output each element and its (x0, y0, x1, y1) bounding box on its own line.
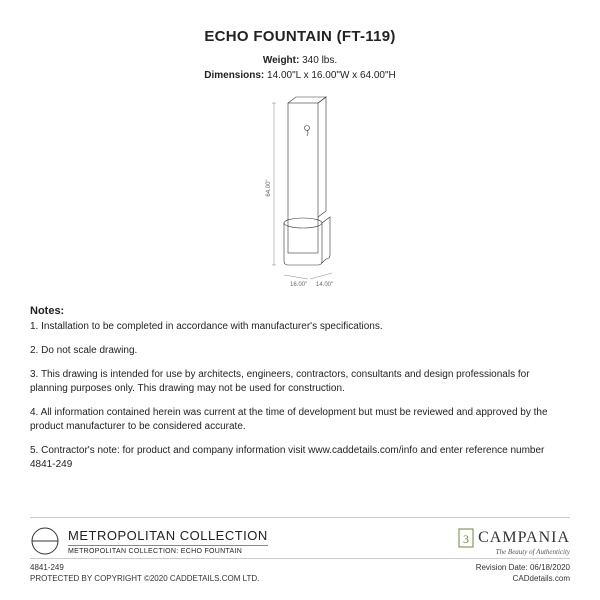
reference-number: 4841-249 (30, 563, 259, 573)
notes-heading: Notes: (30, 305, 570, 317)
site-credit: CADdetails.com (476, 574, 570, 584)
weight-label: Weight: (263, 55, 299, 66)
copyright-text: PROTECTED BY COPYRIGHT ©2020 CADDETAILS.… (30, 574, 259, 584)
revision-date: Revision Date: 06/18/2020 (476, 563, 570, 573)
svg-text:3: 3 (463, 532, 469, 546)
note-item: 3. This drawing is intended for use by a… (30, 368, 570, 396)
note-item: 4. All information contained herein was … (30, 406, 570, 434)
brand-name: CAMPANIA (478, 529, 570, 547)
svg-text:64.00": 64.00" (266, 179, 272, 196)
note-item: 2. Do not scale drawing. (30, 344, 570, 358)
bottom-meta: 4841-249 PROTECTED BY COPYRIGHT ©2020 CA… (30, 558, 570, 584)
brand-logo-icon: 3 (458, 528, 474, 548)
svg-text:14.00": 14.00" (316, 282, 333, 288)
brand-tagline: The Beauty of Authenticity (458, 548, 570, 556)
brand-block: 3 CAMPANIA The Beauty of Authenticity (458, 528, 570, 556)
dimensions-value: 14.00"L x 16.00"W x 64.00"H (267, 70, 396, 81)
collection-subtitle: METROPOLITAN COLLECTION: ECHO FOUNTAIN (68, 548, 268, 555)
svg-text:16.00": 16.00" (290, 282, 307, 288)
note-item: 1. Installation to be completed in accor… (30, 320, 570, 334)
notes-list: 1. Installation to be completed in accor… (30, 320, 570, 472)
footer-band: METROPOLITAN COLLECTION METROPOLITAN COL… (30, 517, 570, 556)
weight-value: 340 lbs. (302, 55, 337, 66)
spec-block: Weight: 340 lbs. Dimensions: 14.00"L x 1… (30, 53, 570, 83)
collection-block: METROPOLITAN COLLECTION METROPOLITAN COL… (30, 526, 268, 556)
collection-logo-icon (30, 526, 60, 556)
product-title: ECHO FOUNTAIN (FT-119) (30, 28, 570, 45)
dimensions-label: Dimensions: (204, 70, 264, 81)
note-item: 5. Contractor's note: for product and co… (30, 444, 570, 472)
collection-title: METROPOLITAN COLLECTION (68, 528, 268, 546)
technical-drawing: 64.00" 16.00" 14.00" (30, 93, 570, 293)
